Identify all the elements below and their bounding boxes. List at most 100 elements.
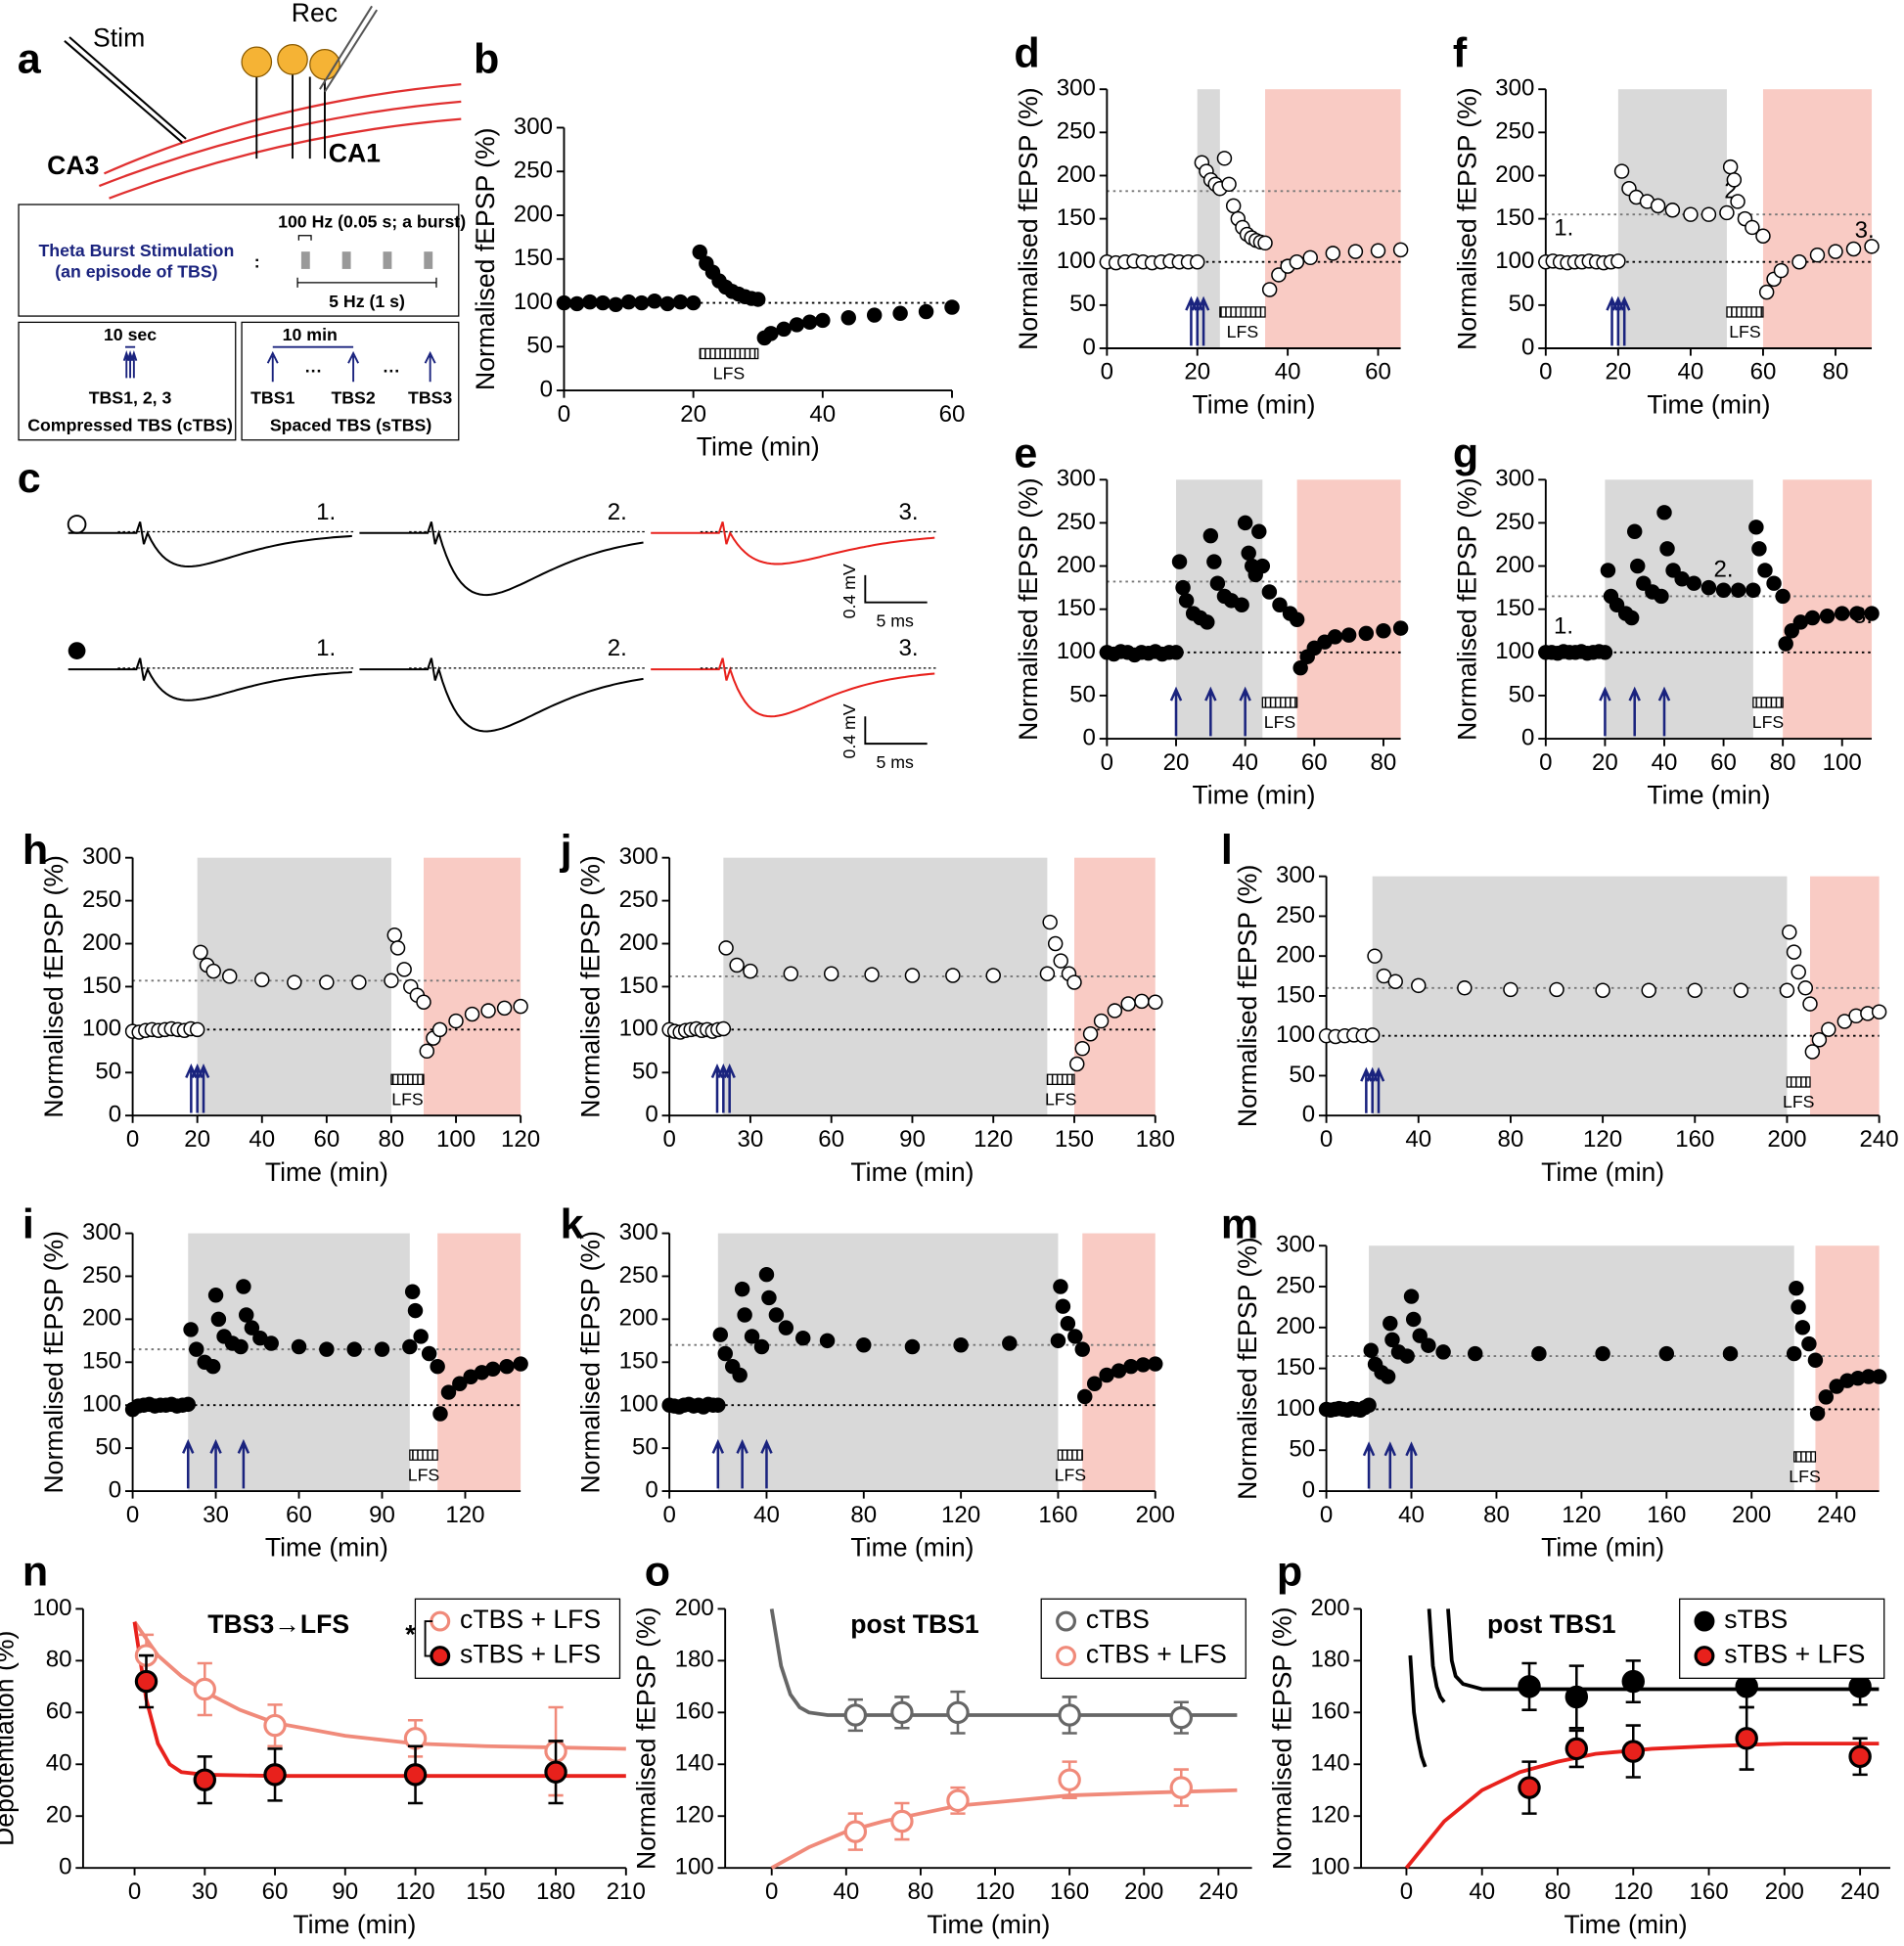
data-point (1069, 1056, 1085, 1072)
y-tick-label: 200 (82, 929, 121, 956)
box (241, 321, 460, 441)
data-point (1302, 249, 1318, 266)
data-point (1730, 582, 1746, 598)
y-tick-label: 200 (1495, 552, 1534, 578)
data-point (1002, 1335, 1018, 1351)
data-point (1107, 1003, 1123, 1018)
data-point (351, 974, 367, 990)
data-point (1650, 198, 1666, 214)
y-tick-label: 0 (1521, 724, 1534, 750)
data-point (189, 1021, 205, 1038)
data-point (1597, 645, 1613, 660)
data-point (1241, 545, 1256, 562)
data-point (1828, 244, 1843, 259)
x-tick-label: 60 (939, 401, 966, 428)
y-tick-label: 100 (675, 1854, 714, 1880)
lfs-label: LFS (1783, 1092, 1815, 1111)
arrows (266, 345, 436, 383)
data-point (1053, 1279, 1068, 1294)
data-point (1261, 282, 1278, 297)
y-tick-label: 80 (46, 1647, 72, 1673)
x-tick-label: 80 (379, 1126, 405, 1153)
y-tick-label: 50 (1289, 1062, 1315, 1088)
data-point (430, 1358, 445, 1375)
panel: l 0 50 100 150 200 250 300 0 40 80 120 160 200 240 Time… (1221, 827, 1899, 1187)
y-tick-label: 250 (1495, 509, 1534, 535)
chart-title: post TBS1 (850, 1609, 979, 1639)
data-point (1168, 645, 1184, 660)
panel-letter: g (1453, 430, 1478, 477)
data-point (778, 1320, 794, 1335)
data-point (407, 1302, 424, 1319)
data-point (647, 294, 662, 309)
data-point (134, 1669, 159, 1694)
x-axis-label: Time (min) (1541, 1533, 1664, 1562)
x-tick-label: 20 (1592, 749, 1618, 776)
data-point (1755, 228, 1771, 244)
fit-line (1404, 1742, 1880, 1870)
data-point (758, 1266, 775, 1283)
data-point (183, 1322, 199, 1337)
data-point (1791, 1299, 1806, 1315)
data-point (1726, 172, 1743, 188)
y-tick-label: 200 (1057, 552, 1096, 578)
y-tick-label: 50 (95, 1433, 121, 1460)
data-point (1794, 1320, 1811, 1335)
data-point (1364, 1027, 1381, 1043)
data-point (946, 1788, 970, 1813)
x-tick-label: 200 (1124, 1878, 1163, 1905)
panel-letter: c (18, 455, 41, 502)
x-tick-label: 200 (1767, 1126, 1806, 1153)
data-point (1609, 597, 1625, 612)
legend-box (1040, 1598, 1247, 1679)
data-point (1613, 163, 1630, 179)
y-tick-label: 40 (46, 1750, 72, 1777)
data-point (1700, 579, 1717, 596)
label: 10 min (283, 325, 338, 344)
data-point (421, 1345, 437, 1362)
data-point (1272, 597, 1288, 612)
data-point (1325, 246, 1341, 261)
data-point (221, 969, 238, 984)
x-axis-label: Time (min) (1192, 390, 1315, 420)
y-tick-label: 0 (109, 1476, 121, 1503)
data-point (608, 296, 624, 313)
y-tick-label: 250 (514, 158, 553, 184)
y-tick-label: 300 (514, 113, 553, 140)
data-point (1735, 1727, 1758, 1750)
x-tick-label: 80 (1498, 1126, 1524, 1153)
x-tick-label: 30 (203, 1502, 229, 1528)
y-tick-label: 0 (59, 1854, 71, 1880)
data-point (1202, 527, 1219, 544)
scale-bar (864, 574, 928, 746)
data-point (1457, 980, 1473, 996)
data-point (402, 1338, 418, 1355)
data-point (1715, 582, 1732, 598)
x-tick-label: 120 (975, 1878, 1015, 1905)
fit-line (770, 1788, 1238, 1870)
y-tick-label: 50 (1509, 291, 1535, 317)
data-point (768, 1307, 785, 1323)
label: CA3 (47, 151, 99, 180)
panel-letter: o (645, 1548, 670, 1595)
x-tick-label: 200 (1765, 1878, 1804, 1905)
data-point (1292, 659, 1308, 676)
panel: b 0 50 100 150 200 250 300 0 20 40 60 Time (min) Norm… (471, 36, 965, 462)
data-point (1745, 219, 1760, 236)
data-point (761, 1290, 777, 1306)
x-tick-label: 240 (1840, 1878, 1880, 1905)
panel: e 0 50 100 150 200 250 300 0 20 40 60 80 Time (min) No… (1014, 430, 1409, 810)
annotation: 1. (1554, 613, 1573, 640)
x-tick-label: 0 (128, 1878, 141, 1905)
trace (359, 521, 644, 597)
lfs-bar (1726, 306, 1764, 318)
y-tick-label: 0 (1521, 334, 1534, 360)
data-point (544, 1760, 567, 1784)
data-point (1658, 1345, 1675, 1362)
x-tick-label: 0 (1320, 1126, 1333, 1153)
data-point (1254, 558, 1271, 574)
legend-bracket (424, 1620, 433, 1657)
y-tick-label: 100 (1311, 1854, 1350, 1880)
data-point (734, 1281, 750, 1297)
data-point (1216, 151, 1233, 166)
